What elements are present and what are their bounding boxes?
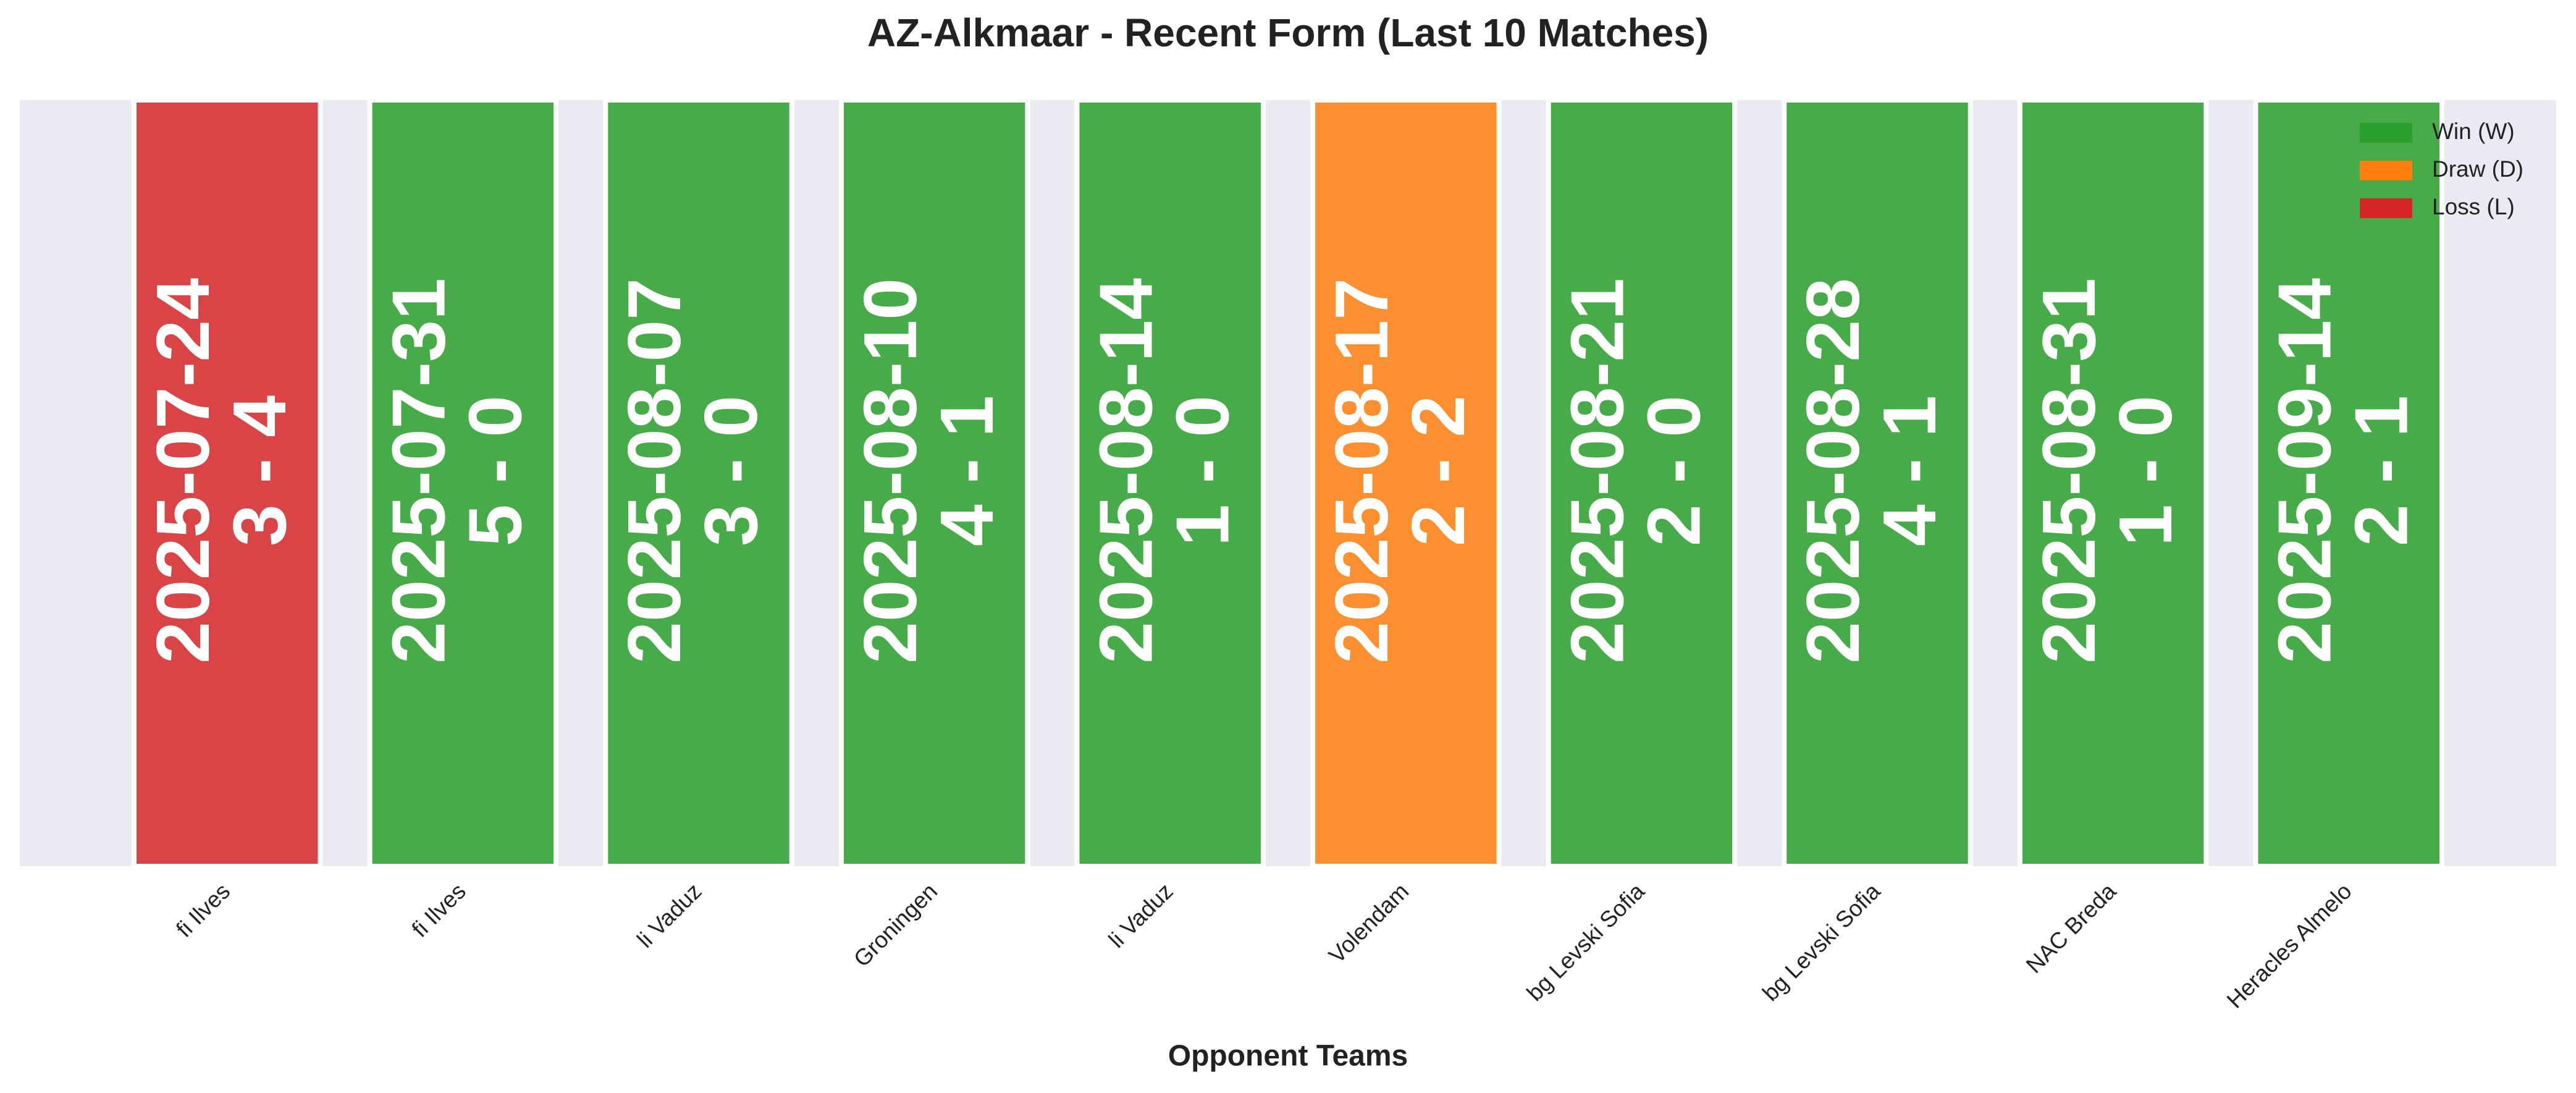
legend-swatch [2360,198,2412,218]
x-tick-label: fi Ilves [171,879,235,942]
bar [1782,98,1973,869]
x-tick-label: Heracles Almelo [2222,879,2357,1013]
bar [132,98,323,869]
bar-score-label: 2 - 2 [1396,395,1480,546]
bar-score-label: 4 - 1 [925,395,1009,546]
chart-title: AZ-Alkmaar - Recent Form (Last 10 Matche… [867,11,1709,55]
x-tick-label: li Vaduz [1104,879,1178,953]
bar-date-label: 2025-08-10 [848,278,932,664]
x-tick-label: li Vaduz [632,879,706,953]
x-tick-label: bg Levski Sofia [1757,878,1885,1006]
bar-date-label: 2025-08-07 [612,278,696,664]
x-tick-label: NAC Breda [2021,878,2121,978]
bar-score-label: 4 - 1 [1867,395,1951,546]
bar-score-label: 1 - 0 [2103,395,2187,546]
bar [1546,98,1738,869]
x-axis-label: Opponent Teams [1168,1040,1408,1073]
legend-swatch [2360,123,2412,143]
legend-label: Win (W) [2432,119,2515,144]
legend-label: Loss (L) [2432,194,2515,219]
bar [367,98,559,869]
bar-date-label: 2025-07-24 [141,278,225,664]
bar [1074,98,1266,869]
bar-score-label: 3 - 4 [217,395,301,546]
x-tick-label: bg Levski Sofia [1522,878,1650,1006]
bar-score-label: 5 - 0 [453,395,537,546]
legend-label: Draw (D) [2432,156,2523,182]
x-tick-label: Groningen [849,879,942,972]
bar-date-label: 2025-08-21 [1555,278,1639,664]
bar [838,98,1030,869]
bar-date-label: 2025-07-31 [377,278,461,664]
x-tick-label: fi Ilves [407,879,471,942]
x-tick-label: Volendam [1324,879,1413,968]
bar [603,98,794,869]
bar-date-label: 2025-08-14 [1084,278,1168,664]
bar-date-label: 2025-08-31 [2027,278,2111,664]
bar-score-label: 3 - 0 [689,395,773,546]
bar-score-label: 2 - 0 [1632,395,1716,546]
bar-score-label: 2 - 1 [2339,395,2423,546]
bar [2017,98,2209,869]
bar-date-label: 2025-08-17 [1320,278,1404,664]
bar-date-label: 2025-09-14 [2262,278,2346,664]
bar-score-label: 1 - 0 [1160,395,1244,546]
bar [1310,98,1502,869]
bar [2253,98,2444,869]
bar-date-label: 2025-08-28 [1791,278,1875,664]
legend-swatch [2360,161,2412,180]
